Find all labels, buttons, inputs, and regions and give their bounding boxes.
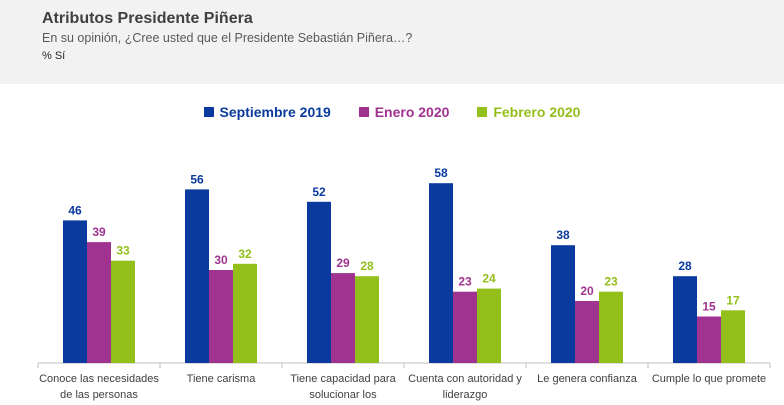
bar-enero bbox=[453, 291, 477, 363]
chart-subtitle: En su opinión, ¿Cree usted que el Presid… bbox=[42, 31, 413, 45]
category-label: Tiene capacidad para solucionar los bbox=[290, 373, 396, 401]
header-panel: Atributos Presidente Piñera En su opinió… bbox=[0, 0, 784, 84]
data-label-enero: 30 bbox=[214, 253, 228, 267]
data-label-septiembre: 38 bbox=[556, 228, 570, 242]
data-label-septiembre: 56 bbox=[190, 172, 204, 186]
bar-febrero bbox=[233, 263, 257, 363]
data-label-febrero: 23 bbox=[604, 275, 618, 289]
data-label-septiembre: 58 bbox=[434, 166, 448, 180]
category-label: Cumple lo que promete bbox=[651, 373, 767, 385]
data-label-febrero: 24 bbox=[482, 272, 496, 286]
data-label-febrero: 32 bbox=[238, 247, 252, 261]
data-label-enero: 39 bbox=[92, 225, 106, 239]
legend: Septiembre 2019 Enero 2020 Febrero 2020 bbox=[0, 104, 784, 120]
bar-septiembre bbox=[185, 189, 209, 363]
legend-label-enero: Enero 2020 bbox=[374, 104, 450, 120]
legend-swatch-febrero bbox=[477, 107, 488, 117]
bar-febrero bbox=[477, 288, 501, 363]
category-label: Tiene carisma bbox=[186, 373, 256, 385]
bar-septiembre bbox=[307, 201, 331, 363]
bar-septiembre bbox=[551, 245, 575, 363]
bar-septiembre bbox=[673, 276, 697, 363]
bar-febrero bbox=[721, 310, 745, 363]
data-label-febrero: 33 bbox=[116, 244, 130, 258]
data-label-enero: 29 bbox=[336, 256, 350, 270]
data-label-septiembre: 52 bbox=[312, 185, 326, 199]
data-label-septiembre: 28 bbox=[678, 259, 692, 273]
legend-label-septiembre: Septiembre 2019 bbox=[219, 104, 331, 120]
legend-swatch-enero bbox=[358, 107, 369, 117]
bar-enero bbox=[209, 270, 233, 363]
bar-enero bbox=[87, 242, 111, 363]
bar-septiembre bbox=[429, 183, 453, 363]
legend-item-septiembre: Septiembre 2019 bbox=[203, 104, 331, 120]
data-label-enero: 20 bbox=[580, 284, 594, 298]
category-label: Le genera confianza bbox=[537, 373, 637, 385]
data-label-febrero: 17 bbox=[726, 293, 740, 307]
bar-febrero bbox=[111, 260, 135, 363]
bar-enero bbox=[697, 316, 721, 363]
chart-title: Atributos Presidente Piñera bbox=[42, 10, 253, 27]
data-label-febrero: 28 bbox=[360, 259, 374, 273]
bar-enero bbox=[331, 273, 355, 363]
legend-item-enero: Enero 2020 bbox=[358, 104, 450, 120]
data-label-enero: 15 bbox=[702, 300, 716, 314]
data-label-septiembre: 46 bbox=[68, 203, 82, 217]
category-label: Cuenta con autoridad y liderazgo bbox=[408, 373, 522, 401]
bar-septiembre bbox=[63, 220, 87, 363]
legend-label-febrero: Febrero 2020 bbox=[493, 104, 581, 120]
legend-swatch-septiembre bbox=[203, 107, 214, 117]
legend-item-febrero: Febrero 2020 bbox=[477, 104, 580, 120]
unit-label: % Sí bbox=[42, 50, 66, 62]
bar-enero bbox=[575, 301, 599, 363]
bar-febrero bbox=[599, 291, 623, 363]
data-label-enero: 23 bbox=[458, 275, 472, 289]
bar-febrero bbox=[355, 276, 379, 363]
category-label: Conoce las necesidades de las personas bbox=[39, 373, 159, 401]
